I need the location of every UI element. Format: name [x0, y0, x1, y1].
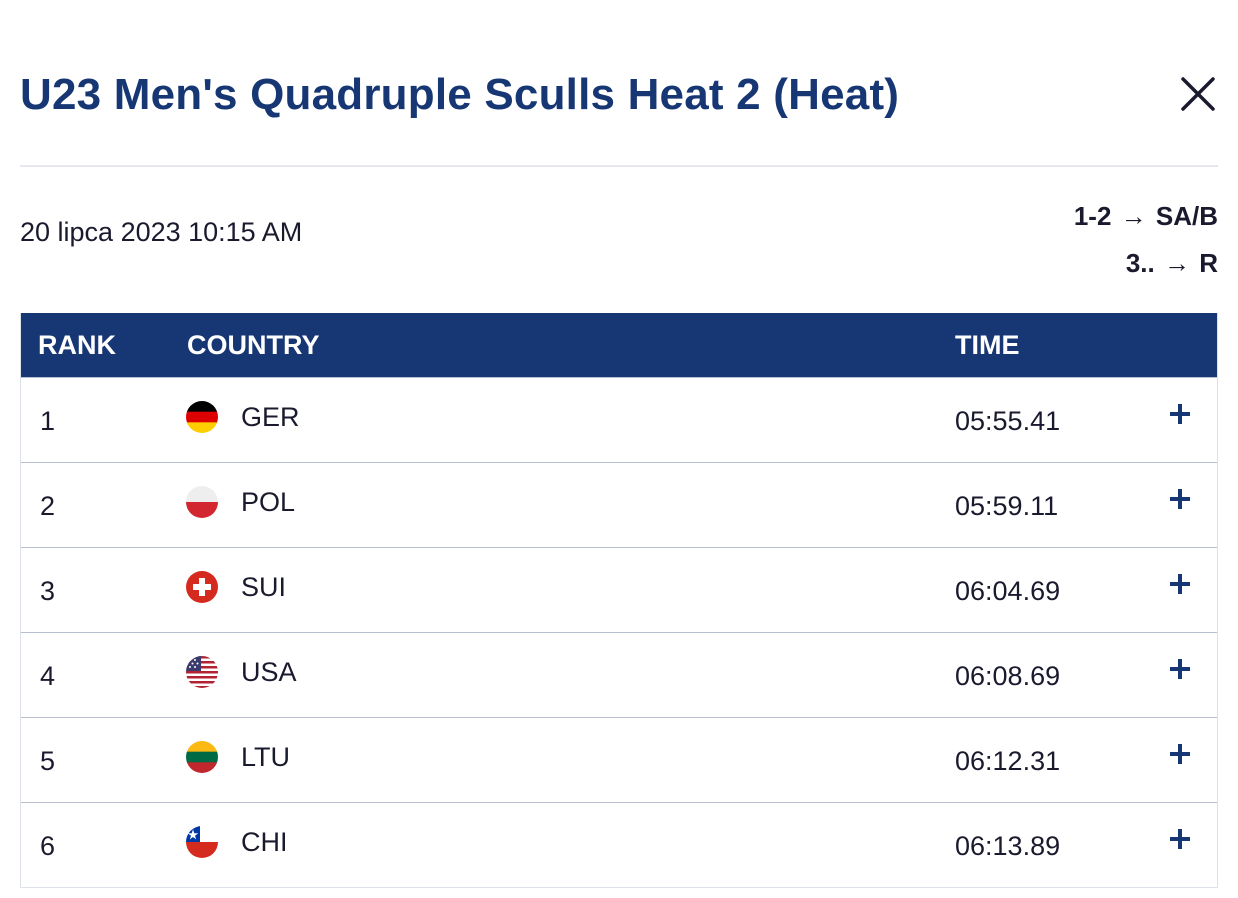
usa-flag-icon	[186, 656, 218, 688]
table-row: 1 GER 05:55.41	[21, 377, 1217, 462]
progression-rules: 1-2 → SA/B 3.. → R	[1074, 193, 1218, 287]
plus-icon	[1170, 829, 1190, 849]
country-cell: USA	[241, 657, 297, 687]
plus-icon	[1170, 404, 1190, 424]
plus-icon	[1170, 489, 1190, 509]
rank-cell: 2	[40, 491, 56, 521]
table-row: 6 CHI 06:13.89	[21, 802, 1217, 887]
time-cell: 06:13.89	[955, 831, 1061, 861]
table-row: 3 SUI 06:04.69	[21, 547, 1217, 632]
expand-row-button[interactable]	[1169, 828, 1191, 850]
progression-destination: R	[1199, 248, 1218, 278]
rank-cell: 3	[40, 576, 56, 606]
progression-rule: 3.. → R	[1074, 240, 1218, 287]
arrow-right-icon: →	[1163, 248, 1190, 278]
expand-row-button[interactable]	[1169, 658, 1191, 680]
expand-row-button[interactable]	[1169, 743, 1191, 765]
time-cell: 06:08.69	[955, 661, 1061, 691]
progression-range: 3..	[1125, 248, 1155, 278]
germany-flag-icon	[186, 401, 218, 433]
poland-flag-icon	[186, 486, 218, 518]
country-cell: POL	[241, 487, 296, 517]
country-cell: SUI	[241, 572, 287, 602]
time-cell: 05:59.11	[955, 491, 1059, 521]
plus-icon	[1170, 659, 1190, 679]
time-cell: 06:12.31	[955, 746, 1061, 776]
header-divider	[20, 165, 1218, 167]
country-cell: CHI	[241, 827, 288, 857]
close-button[interactable]	[1178, 74, 1218, 114]
chile-flag-icon	[186, 826, 218, 858]
progression-destination: SA/B	[1155, 201, 1218, 231]
time-cell: 05:55.41	[955, 406, 1061, 436]
column-header-time: TIME	[955, 330, 1020, 360]
expand-row-button[interactable]	[1169, 573, 1191, 595]
time-cell: 06:04.69	[955, 576, 1061, 606]
country-cell: GER	[241, 402, 300, 432]
column-header-rank: RANK	[38, 330, 116, 360]
results-table: RANK COUNTRY TIME 1 GER 05:55.41 2 POL 0…	[20, 313, 1218, 888]
table-header: RANK COUNTRY TIME	[21, 313, 1217, 377]
table-row: 2 POL 05:59.11	[21, 462, 1217, 547]
plus-icon	[1170, 744, 1190, 764]
close-icon	[1181, 77, 1215, 111]
progression-range: 1-2	[1073, 201, 1112, 231]
race-title: U23 Men's Quadruple Sculls Heat 2 (Heat)	[20, 70, 900, 119]
rank-cell: 4	[40, 661, 56, 691]
expand-row-button[interactable]	[1169, 403, 1191, 425]
lithuania-flag-icon	[186, 741, 218, 773]
race-date: 20 lipca 2023 10:15 AM	[20, 217, 303, 247]
expand-row-button[interactable]	[1169, 488, 1191, 510]
table-row: 4 USA 06:08.69	[21, 632, 1217, 717]
country-cell: LTU	[241, 742, 291, 772]
modal-header: U23 Men's Quadruple Sculls Heat 2 (Heat)	[20, 60, 1218, 132]
table-row: 5 LTU 06:12.31	[21, 717, 1217, 802]
progression-rule: 1-2 → SA/B	[1074, 193, 1218, 240]
rank-cell: 6	[40, 831, 56, 861]
rank-cell: 1	[40, 406, 56, 436]
column-header-country: COUNTRY	[187, 330, 320, 360]
plus-icon	[1170, 574, 1190, 594]
switzerland-flag-icon	[186, 571, 218, 603]
arrow-right-icon: →	[1120, 201, 1147, 231]
rank-cell: 5	[40, 746, 56, 776]
